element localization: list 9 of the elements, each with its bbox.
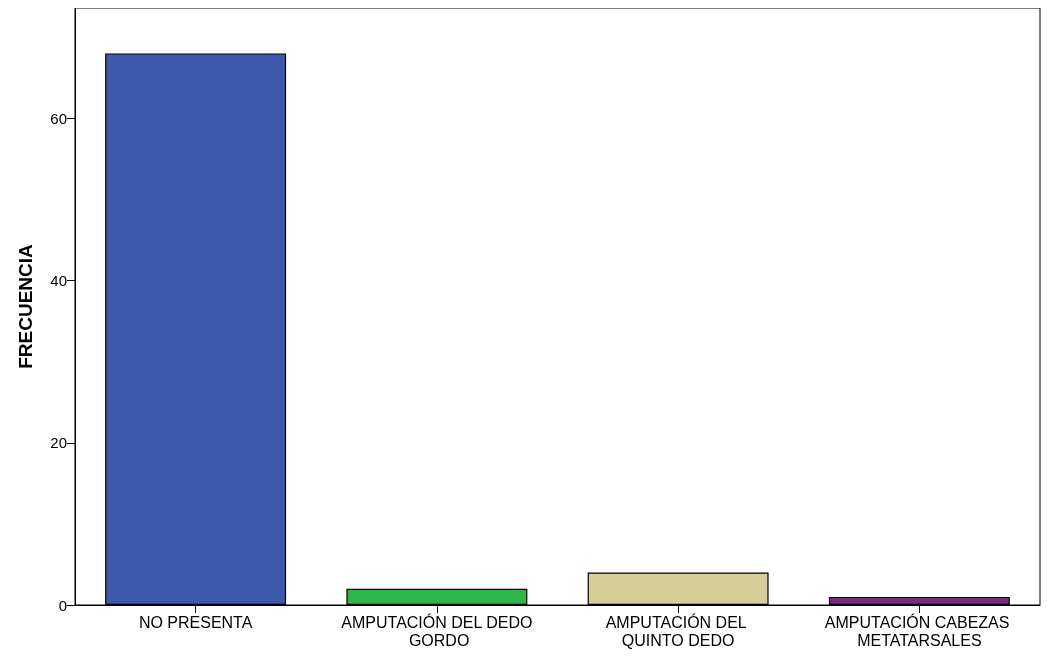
- x-tick-label: AMPUTACIÓN DEL QUINTO DEDO: [605, 612, 751, 649]
- y-axis-title: FRECUENCIA: [15, 243, 36, 369]
- y-tick-label: 0: [58, 596, 67, 614]
- x-tick-label: NO PRESENTA: [138, 613, 253, 631]
- y-tick-label: 20: [50, 434, 67, 452]
- y-tick-label: 60: [50, 109, 67, 127]
- x-tick-label: AMPUTACIÓN CABEZAS METATARSALES: [824, 612, 1014, 649]
- y-tick-label: 40: [50, 272, 67, 290]
- x-tick-label: AMPUTACIÓN DEL DEDO GORDO: [341, 612, 533, 649]
